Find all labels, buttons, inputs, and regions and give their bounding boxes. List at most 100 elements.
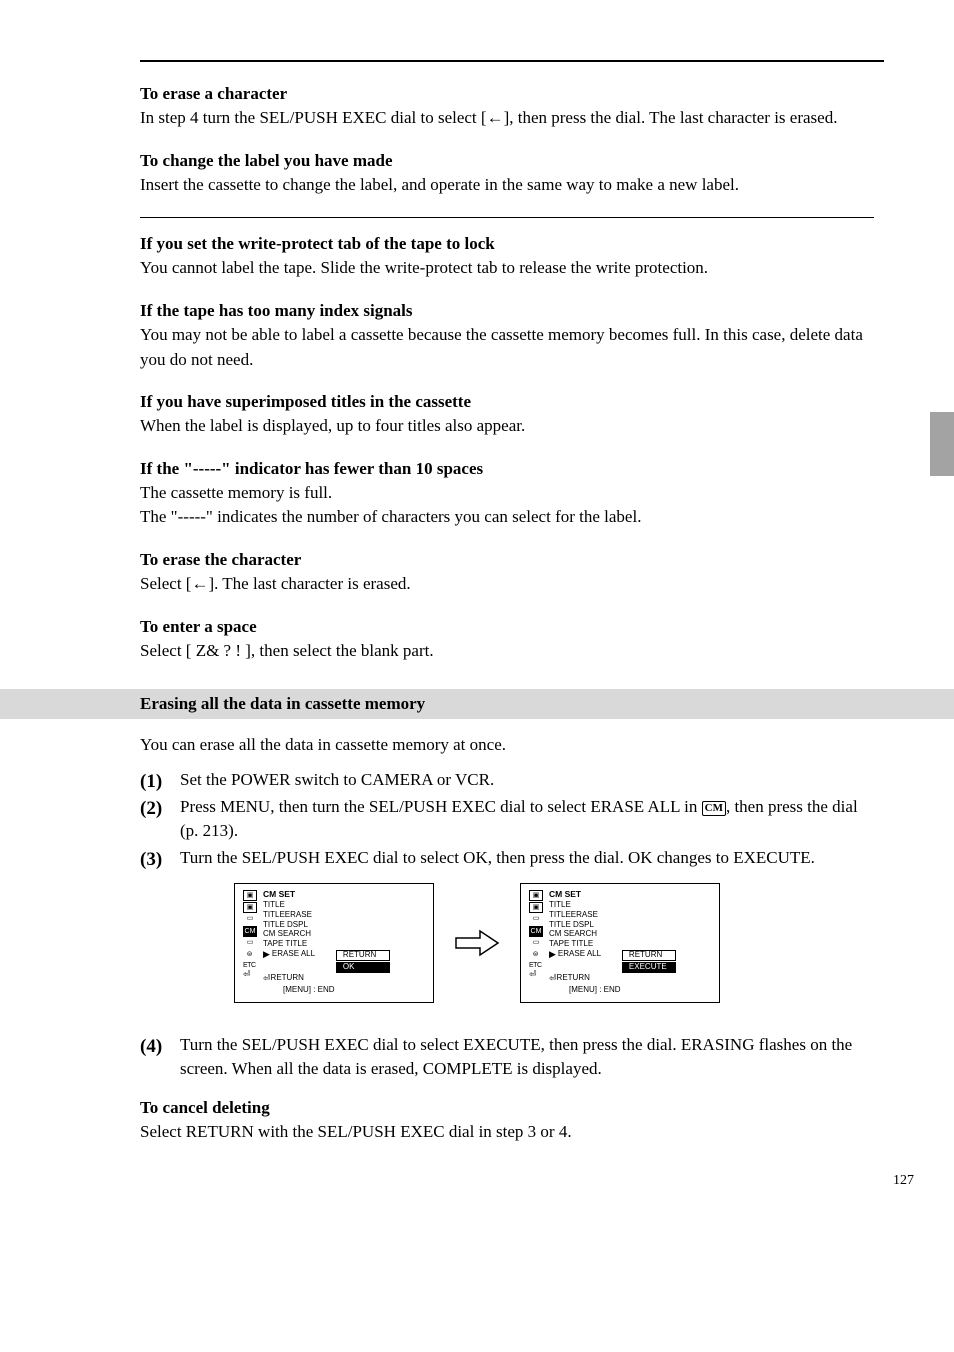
gray-band-heading: Erasing all the data in cassette memory [0, 689, 954, 719]
menu-icon: ▣ [529, 902, 543, 913]
cancel-body: Select RETURN with the SEL/PUSH EXEC dia… [140, 1120, 874, 1145]
section-indicator-spaces: If the "-----" indicator has fewer than … [140, 459, 874, 530]
menu-icon-column: ▣ ▣ ▭ CM ▭ ⊜ ETC ⏎ [529, 890, 545, 996]
menu-icon: ▭ [529, 938, 543, 949]
section-title: If the "-----" indicator has fewer than … [140, 459, 874, 479]
menu-row: TITLEERASE [263, 911, 425, 920]
menu-row: TITLE [263, 901, 425, 910]
step-number: (4) [140, 1033, 162, 1061]
section-write-protect: If you set the write-protect tab of the … [140, 234, 874, 281]
mid-rule [140, 217, 874, 218]
menu-value-ok: OK [336, 962, 390, 973]
menu-pointer-icon: ▶ [263, 950, 272, 973]
menu-footer: [MENU] : END [569, 986, 621, 995]
menu-icon: ⊜ [530, 950, 541, 961]
menu-screen-left: ▣ ▣ ▭ CM ▭ ⊜ ETC ⏎ CM SET TITLE TITLEERA… [234, 883, 434, 1003]
menu-title: CM SET [263, 890, 425, 899]
page-edge-tab [930, 412, 954, 476]
menu-icon: ▣ [243, 890, 257, 901]
menu-row: ⏎ RETURN [263, 974, 425, 984]
menu-row: TITLE [549, 901, 711, 910]
menu-value-stack: RETURN OK [336, 950, 390, 973]
section-title: To change the label you have made [140, 151, 874, 171]
section-body: Select [ Z& ? ! ], then select the blank… [140, 639, 874, 664]
section-change-label: To change the label you have made Insert… [140, 151, 874, 198]
section-body: Insert the cassette to change the label,… [140, 173, 874, 198]
menu-icon: ▣ [243, 902, 257, 913]
step-3: (3) Turn the SEL/PUSH EXEC dial to selec… [180, 846, 874, 871]
section-title: To erase the character [140, 550, 874, 570]
steps-list-continued: (4) Turn the SEL/PUSH EXEC dial to selec… [180, 1033, 874, 1082]
menu-row-selected: ▶ERASE ALL RETURN EXECUTE [549, 950, 711, 973]
menu-icon: ▣ [529, 890, 543, 901]
step-text-part1: Press MENU, then turn the SEL/PUSH EXEC … [180, 797, 702, 816]
section-title: If the tape has too many index signals [140, 301, 874, 321]
section-body-line2: The "-----" indicates the number of char… [140, 505, 874, 530]
section-superimposed-titles: If you have superimposed titles in the c… [140, 392, 874, 439]
menu-value-stack: RETURN EXECUTE [622, 950, 676, 973]
menu-icon-cm-selected: CM [243, 926, 257, 937]
menu-row: ⏎ RETURN [549, 974, 711, 984]
menu-value-return: RETURN [622, 950, 676, 961]
menu-row: CM SEARCH [549, 930, 711, 939]
section-body-line1: The cassette memory is full. [140, 481, 874, 506]
page-container: To erase a character In step 4 turn the … [0, 0, 954, 1205]
step-number: (3) [140, 846, 162, 874]
section-title: To erase a character [140, 84, 874, 104]
menu-row: TITLEERASE [549, 911, 711, 920]
menu-row: TAPE TITLE [549, 940, 711, 949]
menu-content: CM SET TITLE TITLEERASE TITLE DSPL CM SE… [549, 890, 711, 996]
menu-icon-return: ⏎ [529, 970, 545, 980]
step-4: (4) Turn the SEL/PUSH EXEC dial to selec… [180, 1033, 874, 1082]
menu-title: CM SET [549, 890, 711, 899]
menu-icon-etc: ETC [243, 962, 259, 970]
menu-icon-return: ⏎ [243, 970, 259, 980]
step-text: Turn the SEL/PUSH EXEC dial to select OK… [180, 848, 815, 867]
cm-icon: CM [702, 801, 726, 816]
menu-row: TITLE DSPL [549, 921, 711, 930]
section-title: If you have superimposed titles in the c… [140, 392, 874, 412]
step-number: (1) [140, 768, 162, 796]
section-erase-char-2: To erase the character Select [←]. The l… [140, 550, 874, 597]
section-index-signals: If the tape has too many index signals Y… [140, 301, 874, 372]
section-erase-character: To erase a character In step 4 turn the … [140, 84, 874, 131]
menu-icon: ▭ [243, 938, 257, 949]
menu-row: TITLE DSPL [263, 921, 425, 930]
step-1: (1) Set the POWER switch to CAMERA or VC… [180, 768, 874, 793]
section-body: You cannot label the tape. Slide the wri… [140, 256, 874, 281]
section-enter-space: To enter a space Select [ Z& ? ! ], then… [140, 617, 874, 664]
menu-icon-cm-selected: CM [529, 926, 543, 937]
cancel-title: To cancel deleting [140, 1098, 874, 1118]
page-number: 127 [893, 1173, 914, 1189]
menu-screen-right: ▣ ▣ ▭ CM ▭ ⊜ ETC ⏎ CM SET TITLE TITLEERA… [520, 883, 720, 1003]
header-rule [140, 60, 884, 62]
erase-intro: You can erase all the data in cassette m… [140, 733, 874, 758]
menu-row: TAPE TITLE [263, 940, 425, 949]
menu-icon: ▭ [529, 914, 543, 925]
menu-pointer-icon: ▶ [549, 950, 558, 973]
section-body: You may not be able to label a cassette … [140, 323, 874, 372]
menu-row: CM SEARCH [263, 930, 425, 939]
menu-footer: [MENU] : END [283, 986, 335, 995]
gray-band-title: Erasing all the data in cassette memory [140, 694, 425, 714]
menu-icon: ▭ [243, 914, 257, 925]
menu-content: CM SET TITLE TITLEERASE TITLE DSPL CM SE… [263, 890, 425, 996]
section-title: To enter a space [140, 617, 874, 637]
menu-row-selected: ▶ERASE ALL RETURN OK [263, 950, 425, 973]
section-body: Select [←]. The last character is erased… [140, 572, 874, 597]
section-body: When the label is displayed, up to four … [140, 414, 874, 439]
section-body: In step 4 turn the SEL/PUSH EXEC dial to… [140, 106, 874, 131]
step-2: (2) Press MENU, then turn the SEL/PUSH E… [180, 795, 874, 844]
menu-diagrams: ▣ ▣ ▭ CM ▭ ⊜ ETC ⏎ CM SET TITLE TITLEERA… [80, 883, 874, 1003]
menu-value-execute: EXECUTE [622, 962, 676, 973]
menu-icon-column: ▣ ▣ ▭ CM ▭ ⊜ ETC ⏎ [243, 890, 259, 996]
arrow-right-icon [454, 928, 500, 958]
menu-icon-etc: ETC [529, 962, 545, 970]
menu-value-return: RETURN [336, 950, 390, 961]
step-text: Turn the SEL/PUSH EXEC dial to select EX… [180, 1035, 852, 1079]
step-text: Set the POWER switch to CAMERA or VCR. [180, 770, 494, 789]
section-title: If you set the write-protect tab of the … [140, 234, 874, 254]
step-number: (2) [140, 795, 162, 823]
menu-icon: ⊜ [244, 950, 255, 961]
steps-list: (1) Set the POWER switch to CAMERA or VC… [180, 768, 874, 871]
